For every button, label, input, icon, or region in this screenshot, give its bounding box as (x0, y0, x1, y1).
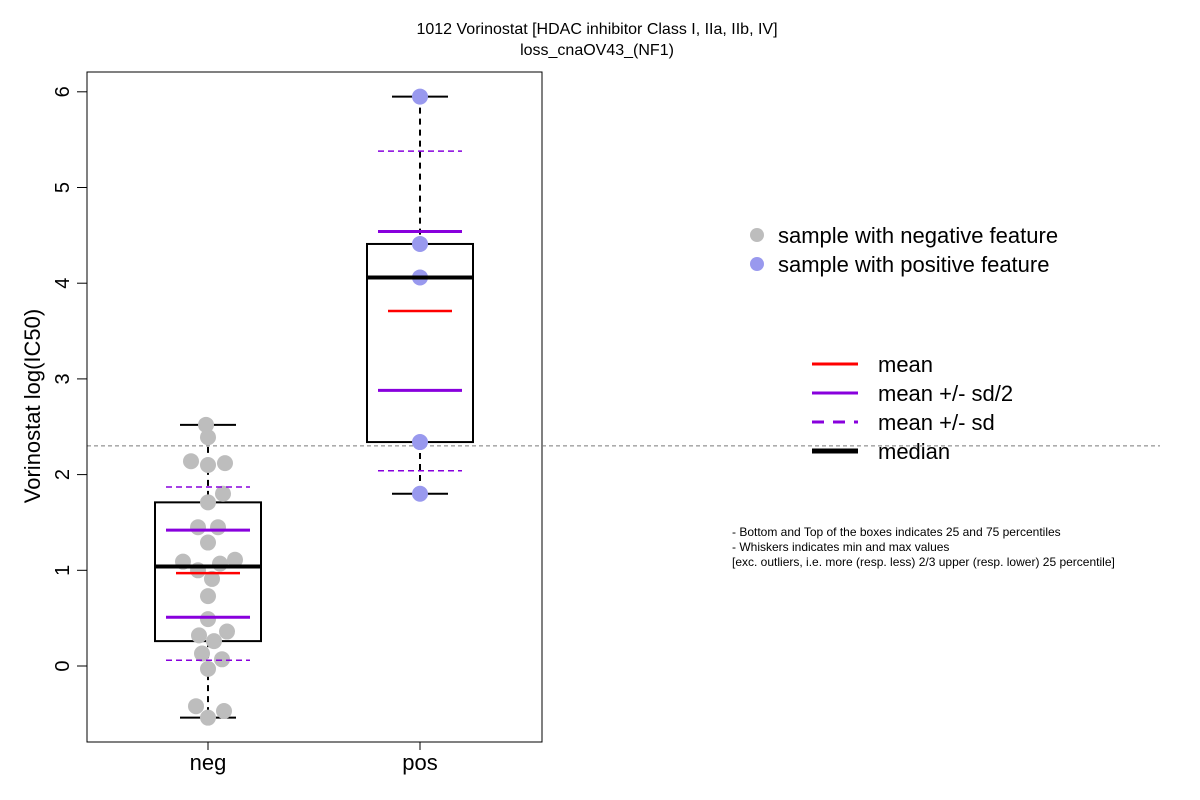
footnote-line-3: [exc. outliers, i.e. more (resp. less) 2… (732, 555, 1115, 569)
data-point (200, 660, 216, 677)
y-tick-label: 1 (52, 565, 74, 576)
legend-item-mean-half-sd: mean +/- sd/2 (812, 381, 1013, 406)
data-point (200, 709, 216, 726)
data-point (190, 519, 206, 536)
data-point (212, 555, 228, 572)
legend-stats: mean mean +/- sd/2 mean +/- sd median (812, 352, 1013, 464)
data-point (214, 651, 230, 668)
footnote-line-2: - Whiskers indicates min and max values (732, 540, 949, 554)
data-point (200, 494, 216, 511)
data-point (210, 519, 226, 536)
footnote-line-1: - Bottom and Top of the boxes indicates … (732, 525, 1061, 539)
y-tick-label: 0 (52, 660, 74, 671)
data-point (206, 633, 222, 650)
legend-label-negative: sample with negative feature (778, 223, 1058, 248)
legend-label-median: median (878, 439, 950, 464)
legend-label-mean-half-sd: mean +/- sd/2 (878, 381, 1013, 406)
legend-marker-positive (750, 257, 764, 271)
y-tick-label: 6 (52, 86, 74, 97)
chart-subtitle: loss_cnaOV43_(NF1) (520, 42, 674, 59)
data-point (412, 485, 428, 502)
group-pos (366, 88, 474, 502)
y-axis: 0 1 2 3 4 5 6 (52, 86, 88, 672)
data-point (412, 88, 428, 105)
x-tick-label-neg: neg (190, 750, 227, 775)
footnote: - Bottom and Top of the boxes indicates … (732, 525, 1115, 569)
legend-item-median: median (812, 439, 950, 464)
data-point (194, 645, 210, 662)
data-point (198, 416, 214, 433)
legend-label-mean-sd: mean +/- sd (878, 410, 995, 435)
x-tick-label-pos: pos (402, 750, 437, 775)
plot-layer (87, 88, 1160, 726)
data-point (188, 698, 204, 715)
y-tick-label: 4 (52, 278, 74, 289)
data-point (200, 457, 216, 474)
data-point (227, 551, 243, 568)
data-point (412, 235, 428, 252)
legend-item-mean-sd: mean +/- sd (812, 410, 995, 435)
legend-item-positive: sample with positive feature (750, 252, 1049, 277)
data-point (216, 702, 232, 719)
group-neg (154, 416, 262, 726)
data-point (200, 611, 216, 628)
data-point (215, 485, 231, 502)
y-axis-label: Vorinostat log(IC50) (20, 309, 45, 503)
data-point (412, 434, 428, 451)
data-point (219, 623, 235, 640)
legend-item-negative: sample with negative feature (750, 223, 1058, 248)
y-tick-label: 5 (52, 182, 74, 193)
data-point (200, 588, 216, 605)
legend-samples: sample with negative feature sample with… (750, 223, 1058, 277)
data-point (200, 429, 216, 446)
data-point (200, 534, 216, 551)
data-point (217, 455, 233, 472)
x-axis: neg pos (190, 741, 438, 775)
legend-marker-negative (750, 228, 764, 242)
legend-label-positive: sample with positive feature (778, 252, 1049, 277)
y-tick-label: 3 (52, 373, 74, 384)
data-point (204, 570, 220, 587)
chart-title: 1012 Vorinostat [HDAC inhibitor Class I,… (416, 21, 777, 38)
legend-item-mean: mean (812, 352, 933, 377)
y-tick-label: 2 (52, 469, 74, 480)
data-point (191, 627, 207, 644)
data-point (183, 453, 199, 470)
legend-label-mean: mean (878, 352, 933, 377)
